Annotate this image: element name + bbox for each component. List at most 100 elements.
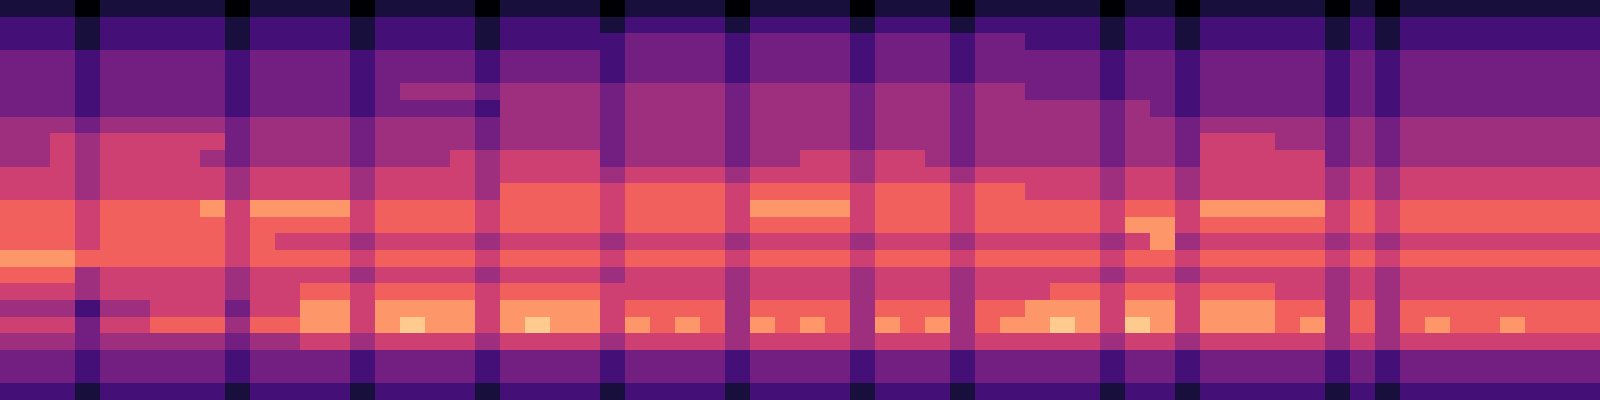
heatmap-cell (1175, 300, 1201, 317)
heatmap-cell (250, 17, 276, 34)
heatmap-cell (1050, 200, 1076, 217)
heatmap-cell (1350, 367, 1376, 384)
heatmap-cell (475, 117, 501, 134)
heatmap-cell (300, 133, 326, 150)
heatmap-cell (600, 67, 626, 84)
heatmap-cell (500, 300, 526, 317)
heatmap-cell (300, 217, 326, 234)
heatmap-cell (1025, 333, 1051, 350)
heatmap-cell (750, 183, 776, 200)
heatmap-cell (900, 300, 926, 317)
heatmap-cell (1325, 117, 1351, 134)
heatmap-cell (200, 133, 226, 150)
heatmap-cell (475, 200, 501, 217)
heatmap-cell (725, 283, 751, 300)
heatmap-cell (1500, 0, 1526, 17)
heatmap-cell (1425, 133, 1451, 150)
heatmap-cell (400, 100, 426, 117)
heatmap-cell (50, 150, 76, 167)
heatmap-cell (100, 83, 126, 100)
heatmap-cell (825, 383, 851, 400)
heatmap-cell (350, 167, 376, 184)
heatmap-cell (900, 17, 926, 34)
heatmap-cell (350, 300, 376, 317)
heatmap-cell (1200, 317, 1226, 334)
heatmap-cell (200, 367, 226, 384)
heatmap-cell (1475, 283, 1501, 300)
heatmap-cell (1300, 300, 1326, 317)
heatmap-cell (225, 250, 251, 267)
heatmap-cell (25, 283, 51, 300)
heatmap-cell (450, 350, 476, 367)
heatmap-cell (1300, 267, 1326, 284)
heatmap-cell (1100, 317, 1126, 334)
heatmap-cell (375, 250, 401, 267)
heatmap-cell (900, 133, 926, 150)
heatmap-cell (1550, 367, 1576, 384)
heatmap-cell (1400, 317, 1426, 334)
heatmap-cell (1550, 67, 1576, 84)
heatmap-cell (425, 0, 451, 17)
heatmap-cell (450, 0, 476, 17)
heatmap-cell (1475, 167, 1501, 184)
heatmap-cell (350, 150, 376, 167)
heatmap-cell (200, 200, 226, 217)
heatmap-cell (450, 367, 476, 384)
heatmap-cell (650, 283, 676, 300)
heatmap-cell (250, 0, 276, 17)
heatmap-cell (850, 317, 876, 334)
heatmap-cell (1450, 250, 1476, 267)
heatmap-cell (1525, 333, 1551, 350)
heatmap-cell (350, 17, 376, 34)
heatmap-cell (1375, 183, 1401, 200)
heatmap-cell (1425, 0, 1451, 17)
heatmap-cell (1150, 67, 1176, 84)
heatmap-cell (325, 33, 351, 50)
heatmap-cell (525, 233, 551, 250)
heatmap-cell (950, 333, 976, 350)
heatmap-cell (1300, 333, 1326, 350)
heatmap-cell (1050, 350, 1076, 367)
heatmap-cell (150, 150, 176, 167)
heatmap-cell (1400, 133, 1426, 150)
heatmap-cell (250, 183, 276, 200)
heatmap-cell (1325, 100, 1351, 117)
heatmap-cell (675, 367, 701, 384)
heatmap-cell (875, 100, 901, 117)
heatmap-cell (350, 183, 376, 200)
heatmap-cell (1425, 100, 1451, 117)
heatmap-cell (925, 167, 951, 184)
heatmap-cell (875, 317, 901, 334)
heatmap-cell (925, 150, 951, 167)
heatmap-cell (225, 283, 251, 300)
heatmap-cell (1000, 217, 1026, 234)
heatmap-cell (1025, 250, 1051, 267)
heatmap-cell (125, 333, 151, 350)
heatmap-cell (1225, 200, 1251, 217)
heatmap-cell (550, 167, 576, 184)
heatmap-cell (1400, 0, 1426, 17)
heatmap-cell (1000, 0, 1026, 17)
heatmap-cell (650, 183, 676, 200)
heatmap-cell (1550, 200, 1576, 217)
heatmap-cell (700, 283, 726, 300)
heatmap-cell (150, 300, 176, 317)
heatmap-cell (125, 383, 151, 400)
heatmap-cell (450, 167, 476, 184)
heatmap-cell (975, 300, 1001, 317)
heatmap-cell (975, 250, 1001, 267)
heatmap-cell (500, 333, 526, 350)
heatmap-cell (75, 17, 101, 34)
heatmap-cell (1175, 50, 1201, 67)
heatmap-cell (1000, 283, 1026, 300)
heatmap-cell (1350, 283, 1376, 300)
heatmap-cell (1400, 83, 1426, 100)
heatmap-cell (25, 200, 51, 217)
heatmap-cell (675, 383, 701, 400)
heatmap-cell (1325, 317, 1351, 334)
heatmap-cell (800, 100, 826, 117)
heatmap-cell (600, 0, 626, 17)
heatmap-cell (225, 67, 251, 84)
heatmap-cell (1575, 33, 1600, 50)
heatmap-cell (275, 133, 301, 150)
